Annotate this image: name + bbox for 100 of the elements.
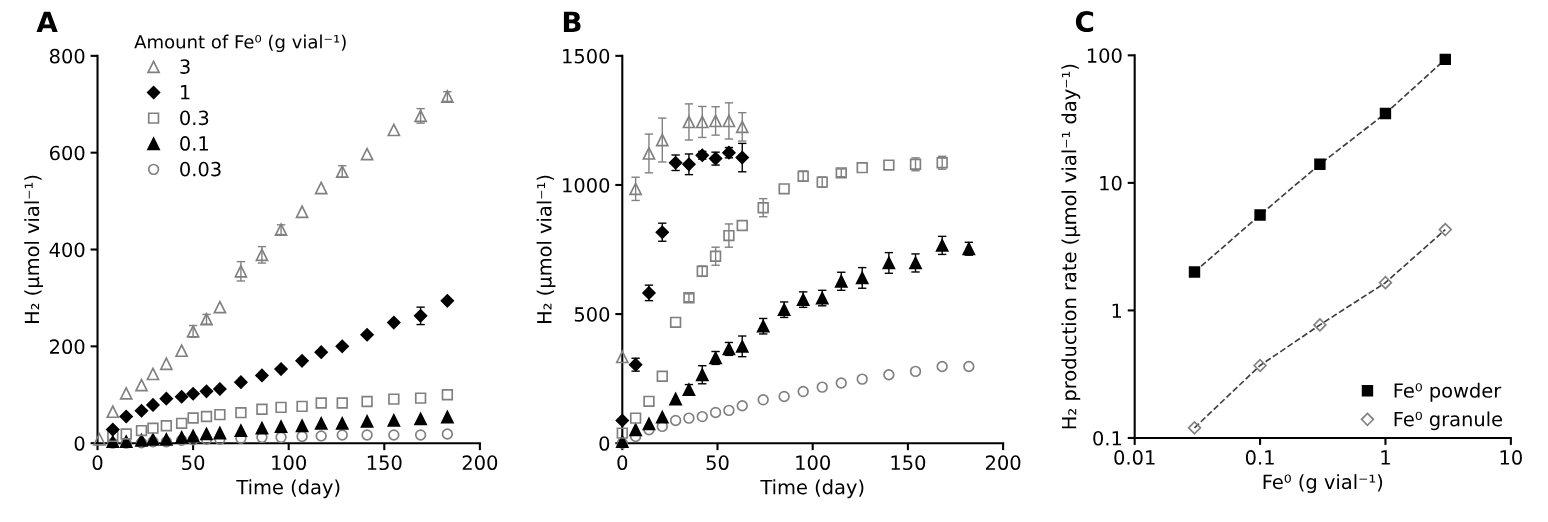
y-tick-label: 500 — [574, 307, 610, 322]
point — [274, 420, 288, 434]
x-tick-label: 1 — [1381, 450, 1390, 465]
point — [440, 410, 454, 424]
y-tick-label: 10 — [1100, 175, 1122, 191]
point — [855, 271, 869, 285]
point — [235, 406, 247, 419]
point — [213, 382, 227, 396]
point — [361, 429, 373, 441]
point — [360, 415, 374, 428]
point — [314, 416, 328, 430]
point — [414, 412, 428, 426]
point — [119, 386, 133, 400]
point — [135, 424, 148, 437]
legend-label: 1 — [181, 85, 190, 100]
point — [275, 401, 287, 414]
point — [695, 115, 709, 129]
point — [388, 429, 400, 441]
y-tick-label: 100 — [1087, 48, 1122, 63]
point — [214, 408, 226, 421]
point — [441, 389, 454, 401]
point — [835, 377, 847, 389]
point — [655, 410, 669, 424]
point — [147, 422, 159, 434]
y-tick-label: 800 — [49, 48, 85, 64]
point — [1438, 222, 1453, 237]
point — [735, 120, 749, 134]
x-tick-label: 150 — [367, 455, 402, 471]
point — [93, 432, 106, 446]
point — [106, 422, 120, 437]
point — [234, 375, 248, 389]
point — [295, 205, 309, 219]
point — [175, 417, 188, 430]
point — [882, 256, 896, 270]
point — [629, 182, 643, 196]
point — [629, 412, 642, 424]
x-tick-label: 200 — [985, 455, 1021, 471]
point — [723, 404, 735, 417]
legend-title: Amount of Fe⁰ (g vial⁻¹) — [134, 34, 346, 53]
point — [722, 114, 736, 128]
point — [335, 416, 349, 430]
point — [757, 394, 769, 406]
x-tick-label: 10 — [1500, 450, 1522, 465]
point — [134, 404, 149, 418]
point — [709, 406, 722, 419]
point — [909, 365, 922, 378]
chart-title: C — [1075, 11, 1094, 33]
point — [883, 369, 895, 381]
legend-label: 0.1 — [180, 136, 208, 151]
point — [736, 400, 748, 412]
point — [856, 373, 868, 385]
point — [778, 390, 790, 403]
point — [683, 412, 695, 424]
y-tick-label: 200 — [50, 339, 85, 355]
y-tick-label: 1500 — [563, 48, 610, 64]
point — [274, 362, 288, 376]
x-tick-label: 100 — [796, 455, 830, 471]
point — [735, 150, 749, 165]
point — [414, 429, 427, 441]
legend-label: 3 — [180, 59, 190, 74]
point — [757, 201, 769, 214]
y-axis-title: H₂ (µmol vial⁻¹) — [24, 175, 44, 324]
y-tick-label: 0 — [599, 436, 610, 451]
point — [669, 316, 682, 329]
point — [255, 421, 269, 435]
point — [642, 147, 656, 160]
point — [615, 413, 630, 428]
point — [669, 392, 683, 406]
point — [1439, 53, 1451, 66]
point — [696, 410, 708, 423]
point — [656, 370, 668, 382]
point — [146, 398, 160, 412]
legend-label: 0.03 — [180, 161, 221, 177]
point — [723, 229, 735, 242]
point — [295, 419, 309, 433]
point — [709, 114, 722, 128]
point — [682, 115, 696, 129]
chart-title: B — [563, 11, 581, 33]
point — [883, 159, 895, 171]
point — [655, 133, 669, 147]
point — [200, 427, 213, 441]
point — [414, 392, 427, 404]
point — [1313, 318, 1327, 332]
point — [440, 294, 455, 308]
point — [146, 432, 160, 446]
point — [135, 378, 148, 392]
point — [387, 123, 401, 137]
point — [314, 181, 328, 195]
point — [187, 412, 199, 424]
point — [615, 350, 629, 364]
point — [361, 395, 373, 408]
point — [935, 238, 949, 252]
point — [186, 429, 200, 443]
y-axis-title: H₂ (µmol vial⁻¹) — [536, 175, 556, 324]
point — [778, 183, 790, 195]
point — [175, 344, 189, 358]
point — [175, 430, 189, 444]
y-tick-label: 400 — [49, 242, 85, 258]
y-tick-label: 600 — [49, 145, 85, 161]
point — [200, 410, 213, 423]
